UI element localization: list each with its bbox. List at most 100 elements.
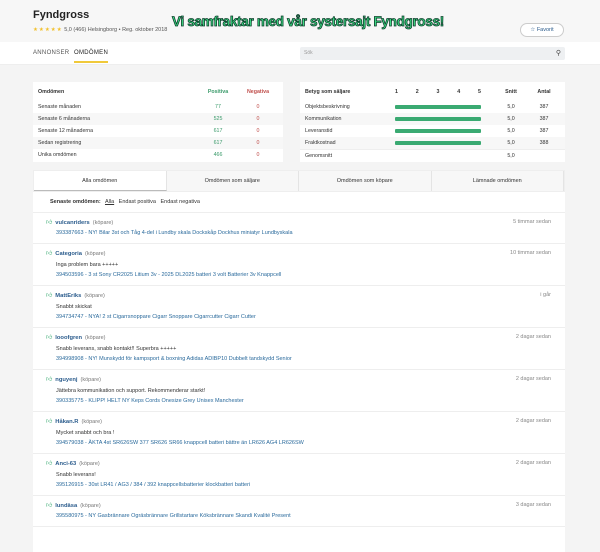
review-user-link[interactable]: MattEriks [55, 293, 82, 299]
rating-stars-icon: ★★★★★ [33, 27, 63, 33]
review-item-link[interactable]: 394503596 - 3 st Sony CR2025 Litium 3v -… [56, 272, 282, 278]
shop-header: Fyndgross ★★★★★ 5,0 (466) Helsingborg • … [0, 0, 600, 42]
rating-antal: 387 [539, 128, 549, 134]
rating-snitt: 5,0 [507, 104, 515, 110]
filter-negative[interactable]: Endast negativa [160, 199, 200, 205]
rating-label: Kommunikation [305, 116, 342, 122]
review-item: 👍︎ looofgren (köpare) 2 dagar sedan Snabb le… [33, 328, 565, 370]
review-item-link[interactable]: 394579038 - ÄKTA 4st SR626SW 377 SR626 S… [56, 440, 304, 446]
review-time: 3 dagar sedan [515, 502, 551, 508]
review-item: 👍︎ Anci-63 (köpare) 2 dagar sedan Snabb leve… [33, 454, 565, 496]
review-user-link[interactable]: vulcanriders [55, 220, 90, 226]
review-user-link[interactable]: Anci-63 [55, 461, 77, 467]
review-comment: Jättebra kommunikation och support. Reko… [56, 388, 206, 394]
review-item-link[interactable]: 395126915 - 30st LR41 / AG3 / 384 / 392 … [56, 482, 251, 488]
positive-count: 466 [213, 152, 223, 158]
review-item-link[interactable]: 390335775 - KLIPP! HELT NY Keps Cords On… [56, 398, 244, 404]
review-time: 10 timmar sedan [510, 250, 551, 256]
review-item: 👍︎ nguyenj (köpare) 2 dagar sedan Jättebra k… [33, 370, 565, 412]
review-role: (köpare) [85, 251, 106, 257]
thumbs-up-icon: 👍︎ [46, 335, 53, 341]
rating-antal: 388 [539, 140, 549, 146]
review-tab[interactable]: Alla omdömen [34, 171, 167, 191]
rating-bar [395, 141, 481, 145]
thumbs-up-icon: 👍︎ [46, 461, 53, 467]
review-item-link[interactable]: 393387663 - NY! Bilar 3st och Tåg 4-del … [56, 230, 293, 236]
snitt-header: Snitt [505, 88, 517, 95]
review-comment: Snabb leverans, snabb kontakt!! Superbra… [56, 346, 177, 352]
negative-count: 0 [256, 116, 260, 122]
review-user-link[interactable]: nguyenj [55, 377, 78, 383]
review-user-link[interactable]: lundäsa [55, 503, 78, 509]
review-role: (köpare) [92, 220, 114, 226]
stats-label: Senaste 6 månaderna [38, 116, 91, 122]
stats-table: Omdömen Positiva Negativa Senaste månaden 7… [33, 82, 283, 162]
review-role: (köpare) [84, 293, 105, 299]
review-tab[interactable]: Omdömen som köpare [299, 171, 432, 191]
review-time: 2 dagar sedan [515, 418, 551, 424]
rating-bar [395, 105, 481, 109]
positive-count: 617 [213, 140, 223, 146]
review-user-link[interactable]: looofgren [55, 335, 83, 341]
negative-count: 0 [256, 140, 260, 146]
review-user-link[interactable]: Categoria [55, 251, 83, 257]
rating-antal: 387 [539, 104, 549, 110]
search-icon[interactable]: ⚲ [555, 50, 561, 57]
filter-label: Senaste omdömen: [50, 199, 101, 205]
rating-bar [395, 117, 481, 121]
negative-header: Negativa [246, 88, 270, 95]
review-tabs: Alla omdömen Omdömen som säljare Omdömen s… [33, 170, 565, 192]
rating-bar [395, 129, 481, 133]
favorite-button[interactable]: ☆ Favorit [520, 23, 564, 37]
shop-title: Fyndgross [33, 9, 90, 21]
review-comment: Inga problem bara +++++ [56, 262, 119, 268]
filter-positive[interactable]: Endast positiva [118, 199, 156, 205]
rating-label: Fraktkostnad [305, 140, 336, 146]
review-item-link[interactable]: 395580975 - NY Gasbrännare Ogräsbrännare… [56, 513, 291, 519]
shop-meta: ★★★★★ 5,0 (466) Helsingborg • Reg. oktob… [33, 27, 167, 33]
review-role: (köpare) [79, 461, 100, 467]
review-tab[interactable]: Lämnade omdömen [432, 171, 564, 191]
thumbs-up-icon: 👍︎ [46, 220, 53, 226]
review-item-link[interactable]: 394998908 - NY! Munskydd för kampsport &… [56, 356, 292, 362]
review-item: 👍︎ vulcanriders (köpare) 5 timmar sedan 3933… [33, 213, 565, 244]
rating-row: Fraktkostnad 5,0 388 [300, 137, 565, 149]
rating-count: (466) [73, 27, 87, 33]
rating-antal: 387 [539, 116, 549, 122]
positive-count: 617 [213, 128, 223, 134]
rating-label: Objektsbeskrivning [305, 104, 350, 110]
reviews-list: Senaste omdömen: Alla Endast positiva En… [33, 192, 565, 552]
stats-header: Omdömen [38, 88, 65, 95]
thumbs-up-icon: 👍︎ [46, 419, 53, 425]
stats-row: Senaste månaden 77 0 [33, 101, 283, 113]
review-tab[interactable]: Omdömen som säljare [167, 171, 299, 191]
stats-row: Senaste 12 månaderna 617 0 [33, 125, 283, 137]
review-comment: Mycket snabbt och bra ! [56, 430, 115, 436]
stats-row: Sedan registrering 617 0 [33, 137, 283, 149]
review-time: 5 timmar sedan [513, 219, 551, 225]
review-comment: Snabb leverans! [56, 472, 96, 478]
positive-count: 525 [213, 116, 223, 122]
scale-label: 3 [436, 88, 440, 95]
rating-snitt: 5,0 [507, 116, 515, 122]
scale-label: 2 [415, 88, 419, 95]
review-item: 👍︎ MattEriks (köpare) i går Snabbt skickat 39… [33, 286, 565, 328]
thumbs-up-icon: 👍︎ [46, 503, 53, 509]
review-time: i går [540, 292, 551, 298]
shop-location: Helsingborg • Reg. oktober 2018 [87, 27, 168, 33]
thumbs-up-icon: 👍︎ [46, 251, 53, 257]
review-item-link[interactable]: 394734747 - NYA! 2 st Cigarrsnoppare Cig… [56, 314, 256, 320]
tab-annonser[interactable]: ANNONSER [33, 50, 70, 56]
review-time: 2 dagar sedan [515, 460, 551, 466]
rating-row: Objektsbeskrivning 5,0 387 [300, 101, 565, 113]
rating-label: Leveranstid [305, 128, 333, 134]
filter-all[interactable]: Alla [104, 199, 115, 205]
rating-snitt: 5,0 [507, 128, 515, 134]
review-user-link[interactable]: Håkan.R [55, 419, 79, 425]
nav-bar: ANNONSER OMDÖMEN Sök ⚲ [0, 42, 600, 65]
positive-count: 77 [215, 104, 221, 110]
negative-count: 0 [256, 152, 260, 158]
tab-omdomen[interactable]: OMDÖMEN [74, 50, 109, 63]
search-input[interactable]: Sök ⚲ [300, 47, 565, 60]
search-placeholder: Sök [304, 50, 313, 56]
